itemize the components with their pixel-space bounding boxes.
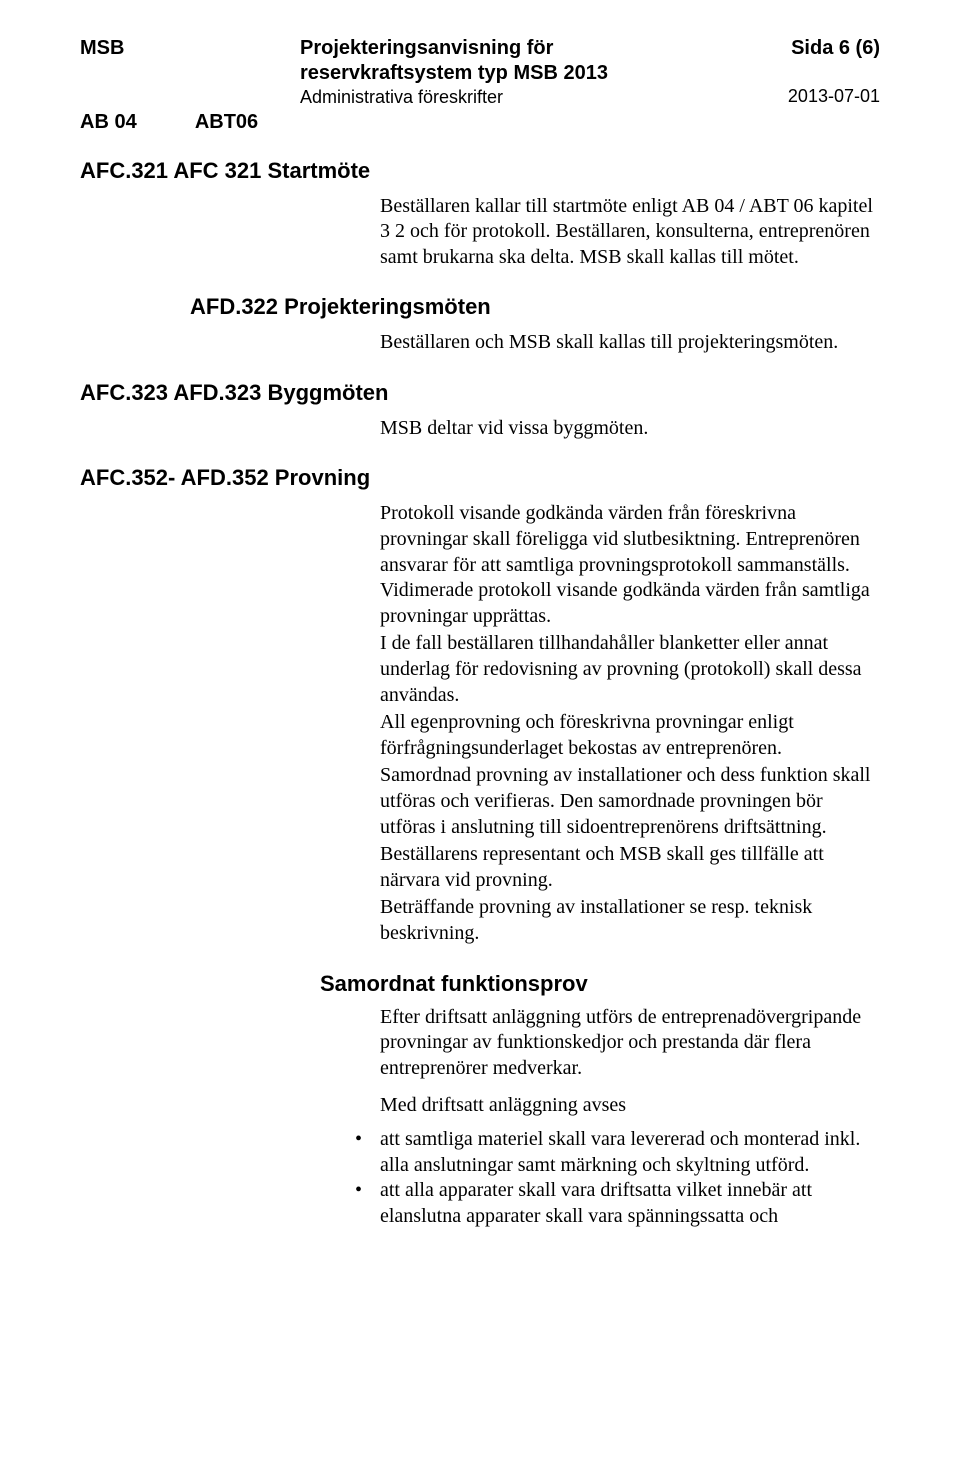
paragraph: Efter driftsatt anläggning utförs de ent… [80, 1005, 880, 1082]
section-title: AFC.352- AFD.352 Provning [80, 465, 880, 491]
list-item: att samtliga materiel skall vara leverer… [345, 1127, 880, 1178]
section-title: AFC.321 AFC 321 Startmöte [80, 158, 880, 184]
header-abt06: ABT06 [195, 111, 258, 133]
header-center: Projekteringsanvisning för reservkraftsy… [300, 36, 730, 109]
paragraph: Protokoll visande godkända värden från f… [80, 501, 880, 629]
header-msb: MSB [80, 37, 124, 59]
header-page-number: Sida 6 (6) [730, 36, 880, 61]
paragraph: Med driftsatt anläggning avses [80, 1093, 880, 1119]
header-ab-row: AB 04 ABT06 [80, 111, 880, 134]
paragraph: All egenprovning och föreskrivna provnin… [80, 710, 880, 761]
section-samordnat-funktionsprov: Samordnat funktionsprov Efter driftsatt … [80, 971, 880, 1230]
document-header: MSB Projekteringsanvisning för reservkra… [80, 36, 880, 109]
paragraph: Samordnad provning av installationer och… [80, 763, 880, 840]
document-page: MSB Projekteringsanvisning för reservkra… [0, 0, 960, 1484]
paragraph: Beträffande provning av installationer s… [80, 895, 880, 946]
section-title: AFD.322 Projekteringsmöten [80, 294, 880, 320]
header-left: MSB [80, 36, 300, 109]
section-title: AFC.323 AFD.323 Byggmöten [80, 380, 880, 406]
paragraph: Beställaren och MSB skall kallas till pr… [80, 330, 880, 356]
header-subtitle: Administrativa föreskrifter [300, 86, 730, 109]
paragraph: MSB deltar vid vissa byggmöten. [80, 416, 880, 442]
header-ab04: AB 04 [80, 111, 190, 134]
header-title-line1: Projekteringsanvisning för [300, 36, 730, 61]
bullet-list: att samtliga materiel skall vara leverer… [80, 1127, 880, 1229]
section-provning: AFC.352- AFD.352 Provning Protokoll visa… [80, 465, 880, 946]
paragraph: I de fall beställaren tillhandahåller bl… [80, 631, 880, 708]
header-right: Sida 6 (6) 2013-07-01 [730, 36, 880, 109]
section-byggmoten: AFC.323 AFD.323 Byggmöten MSB deltar vid… [80, 380, 880, 442]
section-projekteringsmoten: AFD.322 Projekteringsmöten Beställaren o… [80, 294, 880, 356]
spacer [730, 61, 880, 85]
paragraph: Beställaren kallar till startmöte enligt… [80, 194, 880, 271]
list-item: att alla apparater skall vara driftsatta… [345, 1178, 880, 1229]
section-title: Samordnat funktionsprov [80, 971, 880, 997]
section-startmote: AFC.321 AFC 321 Startmöte Beställaren ka… [80, 158, 880, 271]
header-title-line2: reservkraftsystem typ MSB 2013 [300, 61, 730, 86]
header-date: 2013-07-01 [730, 85, 880, 108]
paragraph: Beställarens representant och MSB skall … [80, 842, 880, 893]
